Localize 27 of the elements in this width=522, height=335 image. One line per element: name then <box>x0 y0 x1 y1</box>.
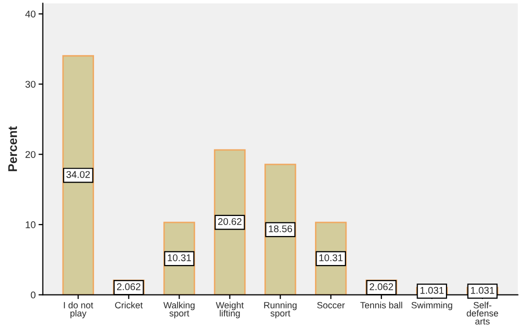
y-tick-label: 0 <box>30 292 36 298</box>
data-label: 34.02 <box>66 171 90 178</box>
x-tick-label: Tennis ball <box>360 302 402 308</box>
y-tick-label: 10 <box>26 221 36 228</box>
bar <box>264 164 296 295</box>
x-tick-label: Running sport <box>264 302 297 318</box>
y-tick-label: 20 <box>26 151 36 158</box>
data-label: 20.62 <box>218 218 242 226</box>
y-tick-label: 30 <box>25 80 36 88</box>
bar <box>214 149 246 295</box>
data-label: 2.062 <box>370 283 394 290</box>
x-tick-label: Weight lifting <box>216 302 244 318</box>
data-label: 18.56 <box>268 225 292 232</box>
data-label: 1.031 <box>420 286 444 294</box>
x-tick-label: Self- defense arts <box>466 302 498 325</box>
data-label: 10.31 <box>168 254 191 262</box>
y-axis-title: Percent <box>8 126 18 172</box>
x-tick-label: I do not play <box>64 302 94 318</box>
x-tick-label: Walking sport <box>163 302 195 318</box>
x-tick-label: Cricket <box>115 302 143 308</box>
x-tick-label: Soccer <box>317 302 345 308</box>
bar <box>62 55 94 295</box>
data-label: 2.062 <box>117 283 140 290</box>
y-tick-label: 40 <box>25 10 36 18</box>
data-label: 1.031 <box>471 286 494 294</box>
data-label: 10.31 <box>319 254 343 262</box>
x-tick-label: Swimming <box>412 302 452 310</box>
